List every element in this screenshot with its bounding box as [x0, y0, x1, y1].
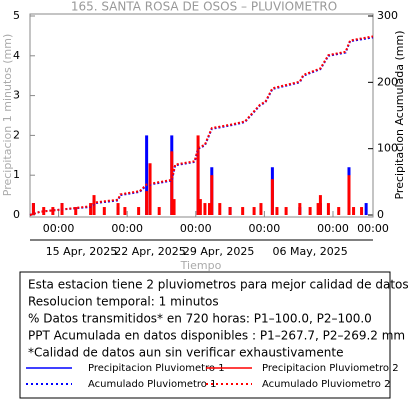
info-text: *Calidad de datos aun sin verificar exha… [28, 346, 343, 360]
y2-tick-label: 100 [377, 142, 398, 155]
info-box [19, 271, 391, 399]
bar [116, 203, 120, 215]
x-tick-label: 00:00 [249, 222, 281, 235]
bar [347, 175, 351, 215]
x-date-label: 22 Apr, 2025 [114, 245, 186, 258]
y-tick-label: 3 [13, 89, 20, 102]
bar [284, 207, 288, 215]
bar [203, 203, 207, 215]
bar [210, 175, 214, 215]
bar [148, 163, 152, 215]
bar [241, 207, 245, 215]
legend-label: Precipitacion Pluviometro 1 [88, 363, 225, 374]
y2-tick-label: 0 [377, 208, 384, 221]
y-tick-label: 2 [13, 128, 20, 141]
bar [145, 191, 149, 215]
bar [308, 207, 312, 215]
bar [145, 135, 149, 215]
legend-label: Acumulado Pluviometro 1 [88, 379, 216, 390]
y-tick-label: 0 [13, 208, 20, 221]
info-text: Esta estacion tiene 2 pluviometros para … [28, 278, 408, 292]
x-tick-label: 00:00 [180, 222, 212, 235]
y-tick-label: 5 [13, 9, 20, 22]
x-date-label: 29 Apr, 2025 [183, 245, 255, 258]
info-text: % Datos transmitidos* en 720 horas: P1–1… [28, 312, 372, 326]
bar [137, 207, 141, 215]
bar [102, 207, 106, 215]
bar [252, 207, 256, 215]
bar [218, 203, 222, 215]
bar [298, 203, 302, 215]
x-tick-label: 00:00 [357, 222, 389, 235]
y2-tick-label: 300 [377, 9, 398, 22]
y-tick-label: 4 [13, 49, 20, 62]
legend-label: Acumulado Pluviometro 2 [262, 379, 390, 390]
bar [275, 207, 279, 215]
bar [316, 203, 320, 215]
bar [352, 207, 356, 215]
bar [228, 207, 232, 215]
bar [123, 207, 127, 215]
bar [172, 199, 176, 215]
bar [42, 207, 46, 215]
x-tick-label: 00:00 [111, 222, 143, 235]
chart-title: 165. SANTA ROSA DE OSOS – PLUVIOMETRO [71, 0, 337, 14]
y-tick-label: 1 [13, 168, 20, 181]
bar [318, 195, 322, 215]
bar [198, 199, 202, 215]
bar [259, 203, 263, 215]
x-date-label: 15 Apr, 2025 [46, 245, 118, 258]
bar [74, 207, 78, 215]
x-axis-label: Tiempo [180, 259, 222, 272]
info-text: Resolucion temporal: 1 minutos [28, 295, 219, 309]
x-date-label: 06 May, 2025 [272, 245, 347, 258]
x-tick-label: 00:00 [43, 222, 75, 235]
legend-label: Precipitacion Pluviometro 2 [262, 363, 399, 374]
info-text: PPT Acumulada en datos disponibles : P1–… [28, 329, 405, 343]
y-axis-label: Precipitacion 1 minutos (mm) [1, 34, 14, 196]
bar [270, 179, 274, 215]
bar [157, 207, 161, 215]
y2-axis-label: Precipitacion Acumulada (mm) [393, 30, 406, 199]
bar [326, 203, 330, 215]
bar [89, 203, 93, 215]
bar [364, 203, 368, 215]
bar [170, 151, 174, 215]
bar [360, 207, 364, 215]
x-tick-label: 00:00 [317, 222, 349, 235]
bar [51, 207, 55, 215]
bar [337, 207, 341, 215]
y2-tick-label: 200 [377, 75, 398, 88]
bar [196, 135, 200, 215]
bar [208, 203, 212, 215]
plot-frame [29, 13, 374, 218]
bar [31, 203, 35, 215]
